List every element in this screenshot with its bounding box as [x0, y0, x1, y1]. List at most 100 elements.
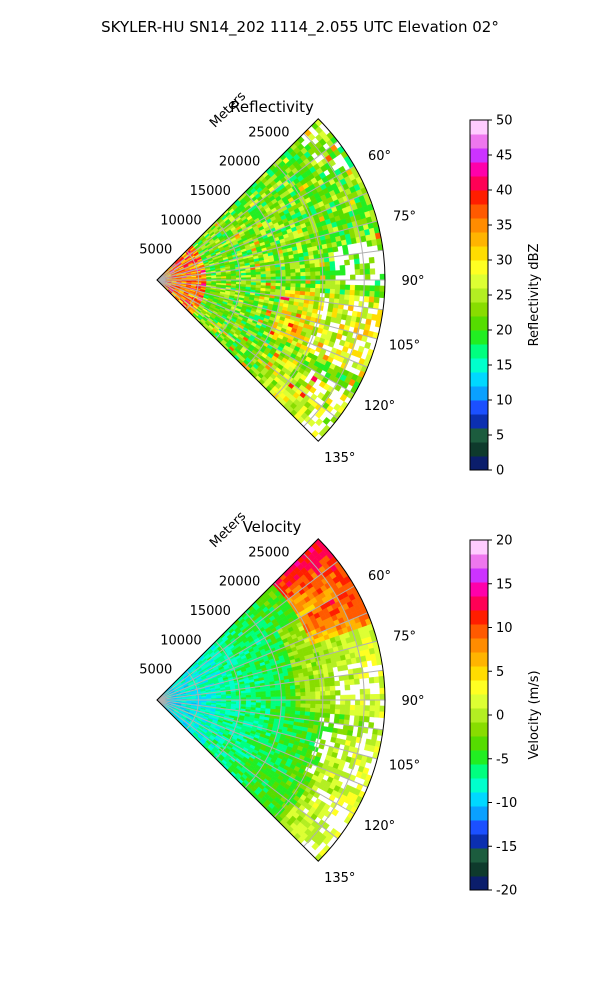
radar-bin [250, 692, 257, 696]
radar-bin [314, 266, 321, 272]
radar-bin [364, 263, 371, 270]
radar-bin [369, 268, 376, 275]
radar-bin [305, 695, 311, 701]
radar-bin [310, 691, 316, 697]
radar-bin [275, 266, 281, 271]
radar-bin [255, 694, 262, 698]
colorbar-swatch [470, 204, 488, 219]
radar-bin [369, 285, 376, 292]
colorbar-swatch [470, 442, 488, 457]
colorbar-swatch [470, 330, 488, 345]
radar-bin [250, 694, 257, 698]
radar-bin [324, 261, 331, 267]
colorbar-swatch [470, 260, 488, 275]
radar-bin [339, 294, 345, 300]
colorbar-swatch [470, 218, 488, 233]
radar-bin [305, 279, 311, 285]
radar-bin [305, 691, 311, 697]
radar-bin [260, 702, 267, 706]
colorbar-swatch [470, 190, 488, 205]
radar-bin [350, 274, 356, 281]
radar-bin [305, 687, 311, 693]
radar-bin [315, 283, 321, 289]
radar-bin [325, 704, 331, 710]
colorbar-swatch [470, 148, 488, 163]
radar-bin [330, 284, 336, 290]
radar-bin [295, 703, 301, 708]
radar-bin [364, 290, 371, 297]
radar-bin [309, 263, 316, 269]
colorbar-tick-label: 50 [496, 114, 513, 129]
radar-bin [299, 291, 306, 296]
radar-bin [315, 703, 321, 709]
radar-bin [294, 684, 301, 690]
colorbar-swatch [470, 428, 488, 443]
radar-bin [275, 273, 282, 278]
radar-bin [314, 288, 321, 294]
radar-bin [235, 695, 242, 699]
radar-bin [260, 694, 267, 698]
radar-bin [310, 275, 316, 281]
radar-bin [315, 695, 321, 701]
azimuth-spoke [156, 165, 355, 281]
azimuth-tick-label: 60° [368, 149, 391, 164]
radar-bin [250, 274, 257, 278]
radar-bin [226, 695, 232, 699]
radar-bin [305, 283, 311, 289]
radar-bin [322, 416, 331, 426]
radar-bin [300, 272, 306, 277]
azimuth-spoke [156, 220, 378, 281]
radar-bin [305, 707, 311, 713]
radar-bin [290, 703, 296, 708]
radar-bin [285, 706, 291, 711]
radar-bin [289, 265, 296, 270]
colorbar-swatch [470, 344, 488, 359]
radar-bin [349, 289, 356, 296]
range-tick-label: 10000 [160, 213, 201, 228]
radar-bin [345, 694, 351, 701]
radar-bin [309, 291, 316, 297]
radar-bin [324, 708, 331, 714]
radar-bin [265, 693, 272, 698]
colorbar-tick-label: 5 [496, 429, 504, 444]
radar-bin [305, 267, 311, 273]
colorbar-swatch [470, 456, 488, 471]
radar-bin [329, 265, 336, 272]
radar-bin [295, 707, 301, 712]
radar-bin [305, 275, 311, 281]
radar-bin [325, 275, 331, 281]
colorbar-tick-label: 45 [496, 149, 513, 164]
radar-bin [285, 283, 291, 288]
radar-bin [310, 703, 316, 709]
radar-bin [265, 273, 272, 278]
radar-bin [334, 284, 341, 290]
radar-bin [285, 276, 292, 281]
colorbar-swatch [470, 120, 488, 135]
radar-bin [309, 267, 316, 273]
azimuth-tick-label: 75° [393, 209, 416, 224]
radar-bin [330, 690, 336, 696]
radar-bin [330, 704, 336, 710]
radar-bin [349, 294, 355, 301]
radar-bin [344, 259, 350, 266]
radar-bin [354, 290, 361, 297]
radar-bin [341, 244, 349, 251]
colorbar-swatch [470, 386, 488, 401]
radar-bin [260, 691, 267, 695]
radar-bin [235, 275, 242, 279]
radar-bin [265, 690, 272, 695]
radar-bin [290, 688, 296, 694]
range-tick-label: 20000 [219, 155, 260, 170]
colorbar-tick-label: 35 [496, 219, 513, 234]
radar-bin [304, 291, 311, 297]
radar-bin [354, 269, 361, 276]
radar-bin [265, 282, 272, 287]
radar-bin [354, 263, 361, 270]
radar-bin [295, 276, 301, 281]
radar-bin [339, 714, 345, 720]
radar-bin [289, 685, 296, 690]
radar-bin [285, 689, 291, 694]
